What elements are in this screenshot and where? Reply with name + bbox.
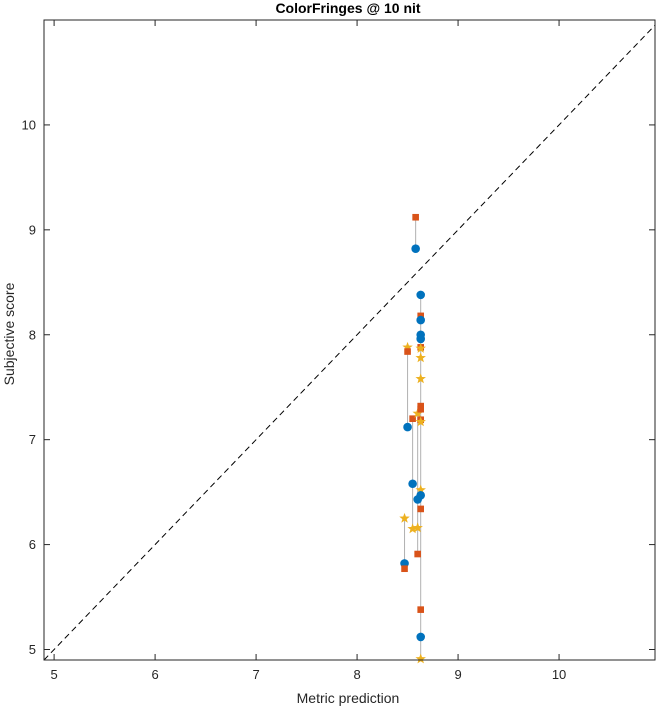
data-point-circle bbox=[416, 290, 425, 300]
data-point-circle bbox=[416, 490, 425, 500]
data-point-square bbox=[404, 348, 411, 355]
data-point-star bbox=[412, 407, 423, 418]
data-point-circle bbox=[411, 244, 420, 254]
y-axis-label: Subjective score bbox=[1, 282, 17, 385]
plot-frame bbox=[43, 19, 656, 661]
x-tick-label: 5 bbox=[50, 667, 57, 682]
x-axis-label: Metric prediction bbox=[297, 690, 400, 706]
y-tick-label: 5 bbox=[29, 642, 36, 657]
data-point-star bbox=[402, 341, 413, 352]
data-point-circle bbox=[403, 422, 412, 432]
data-point-square bbox=[414, 550, 421, 558]
chart-title: ColorFringes @ 10 nit bbox=[275, 0, 420, 16]
data-point-star bbox=[407, 523, 418, 534]
data-point-square bbox=[409, 415, 416, 422]
data-point-star bbox=[412, 522, 423, 533]
data-point-star bbox=[415, 342, 426, 353]
data-point-star bbox=[399, 512, 410, 523]
data-point-circle bbox=[416, 334, 425, 344]
y-tick-label: 7 bbox=[29, 432, 36, 447]
y-tick-label: 8 bbox=[29, 327, 36, 342]
x-tick-label: 6 bbox=[151, 667, 158, 682]
x-tick-label: 8 bbox=[353, 667, 360, 682]
y-tick-label: 10 bbox=[22, 117, 36, 132]
data-point-star bbox=[415, 653, 426, 664]
marker-layer bbox=[399, 213, 426, 664]
data-point-square bbox=[417, 606, 424, 613]
reference-line-layer bbox=[43, 24, 656, 661]
data-point-square bbox=[412, 213, 419, 221]
x-tick-label: 9 bbox=[454, 667, 461, 682]
y-tick-label: 9 bbox=[29, 222, 36, 237]
data-point-star bbox=[415, 484, 426, 495]
x-tick-label: 10 bbox=[552, 667, 566, 682]
data-point-square bbox=[401, 565, 408, 573]
data-point-circle bbox=[416, 315, 425, 325]
data-point-square bbox=[417, 505, 424, 513]
data-point-circle bbox=[408, 479, 417, 489]
data-point-square bbox=[417, 405, 424, 413]
data-point-star bbox=[415, 352, 426, 363]
data-point-circle bbox=[416, 632, 425, 642]
data-point-star bbox=[415, 416, 426, 427]
data-point-star bbox=[415, 373, 426, 384]
x-tick-label: 7 bbox=[252, 667, 259, 682]
tick-layer: 5 6 7 8 9 10 5 6 7 8 9 10 bbox=[22, 20, 655, 682]
y-tick-label: 6 bbox=[29, 537, 36, 552]
reference-line bbox=[43, 24, 656, 661]
